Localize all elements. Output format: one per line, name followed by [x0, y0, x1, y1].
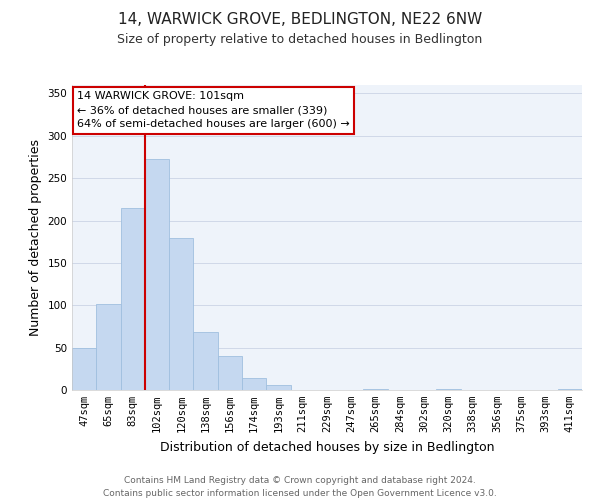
Bar [169, 238, 193, 390]
Y-axis label: Number of detached properties: Number of detached properties [29, 139, 42, 336]
Text: 14, WARWICK GROVE, BEDLINGTON, NE22 6NW: 14, WARWICK GROVE, BEDLINGTON, NE22 6NW [118, 12, 482, 28]
Bar [72, 348, 96, 390]
X-axis label: Distribution of detached houses by size in Bedlington: Distribution of detached houses by size … [160, 440, 494, 454]
Bar [96, 304, 121, 390]
Bar [558, 389, 582, 390]
Text: Size of property relative to detached houses in Bedlington: Size of property relative to detached ho… [118, 32, 482, 46]
Bar [436, 389, 461, 390]
Text: Contains HM Land Registry data © Crown copyright and database right 2024.
Contai: Contains HM Land Registry data © Crown c… [103, 476, 497, 498]
Text: 14 WARWICK GROVE: 101sqm
← 36% of detached houses are smaller (339)
64% of semi-: 14 WARWICK GROVE: 101sqm ← 36% of detach… [77, 91, 350, 129]
Bar [193, 332, 218, 390]
Bar [242, 378, 266, 390]
Bar [121, 208, 145, 390]
Bar [145, 158, 169, 390]
Bar [266, 385, 290, 390]
Bar [218, 356, 242, 390]
Bar [364, 389, 388, 390]
